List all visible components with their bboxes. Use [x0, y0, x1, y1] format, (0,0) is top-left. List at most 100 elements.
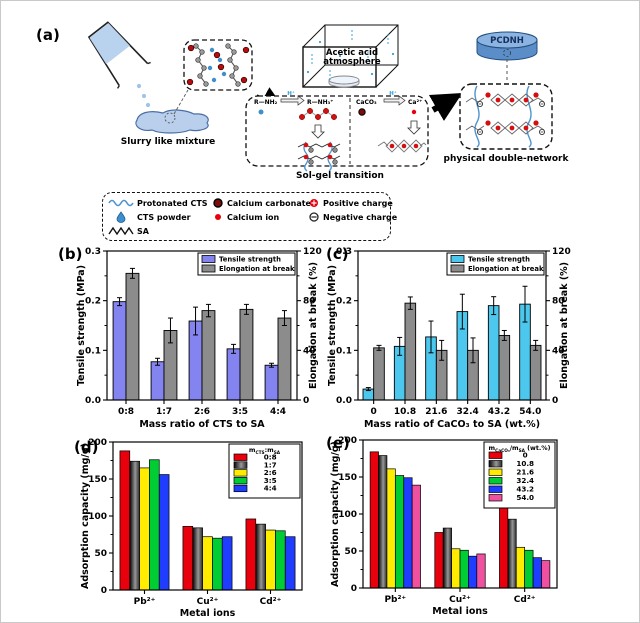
bar-1:7	[255, 523, 266, 591]
bar-Elongation at break	[125, 272, 140, 401]
cts-powder-dots	[207, 47, 227, 83]
legend-label: Calcium ion	[227, 212, 280, 222]
beaker	[87, 21, 151, 89]
y2-tick-label: 80	[303, 297, 316, 307]
cts-powder-dot	[258, 109, 264, 115]
arrow-2	[428, 92, 463, 122]
bar-21.6	[386, 468, 396, 589]
x-axis-title: Mass ratio of CaCO₃ to SA (wt.%)	[364, 419, 540, 430]
x-tick-label: 2:6	[194, 407, 210, 417]
x-tick-label: Pb²⁺	[384, 595, 406, 605]
bar-1:7	[129, 460, 140, 591]
y-tick-label: 100	[338, 510, 357, 520]
disc-label: PCDNH	[490, 36, 524, 46]
solgel-label: Sol-gel transition	[296, 171, 384, 181]
y2-tick-label: 0	[552, 396, 558, 406]
legend-title: mCaCO₃/mSA (wt.%)	[489, 445, 551, 454]
panel-d-label: (d)	[74, 438, 99, 456]
y-tick-label: 0.1	[336, 346, 352, 356]
network-label: physical double-network	[444, 154, 570, 164]
legend-swatch	[488, 451, 503, 459]
legend-label: Protonated CTS	[137, 198, 208, 208]
pour-drops	[136, 83, 151, 108]
calcium-carbonate-icon	[213, 198, 223, 208]
bar-32.4	[459, 549, 469, 589]
chart-adsorption-vs-caco3-ratio: 0 50 100 150 200 Pb²⁺ Cu²⁺ Cd²⁺ Adsorption capac…	[330, 436, 558, 617]
slurry-label: Slurry like mixture	[121, 137, 216, 147]
bar-Elongation at break	[373, 347, 385, 401]
reaction2-condition: H⁺	[389, 90, 397, 97]
egg-box	[377, 139, 427, 153]
legend-item: Positive charge	[308, 196, 393, 210]
legend-swatch	[488, 460, 503, 468]
bar-0	[499, 502, 509, 589]
bar-4:4	[221, 536, 233, 591]
bar-Tensile strength	[487, 305, 500, 401]
legend-swatch	[488, 494, 503, 502]
y2-tick-label: 120	[303, 247, 322, 257]
y2-tick-label: 0	[303, 396, 309, 406]
legend-entry: 1:7	[264, 460, 277, 469]
legend-swatch	[233, 461, 248, 469]
y-axis-title: Adsorption capacity (mg/g)	[330, 441, 341, 587]
reaction1-reactant: R—NH₂	[254, 99, 278, 106]
y-tick-label: 0.1	[85, 346, 101, 356]
reaction1-condition: H⁺	[287, 90, 295, 97]
bar-Tensile strength	[264, 364, 279, 401]
bar-10.8	[378, 455, 388, 589]
legend-swatch	[233, 469, 248, 477]
chart-legend-box	[197, 252, 296, 276]
down-arrow-1	[311, 124, 325, 139]
x-tick-label: Cd²⁺	[260, 597, 282, 607]
ca-ion	[411, 109, 417, 115]
legend-swatch	[201, 255, 216, 263]
x-tick-label: Cd²⁺	[514, 595, 536, 605]
bar-0	[369, 451, 379, 589]
calcium-carbonate-dots	[186, 44, 250, 86]
x-tick-label: 21.6	[425, 407, 447, 417]
y-tick-label: 0.0	[336, 396, 352, 406]
y-tick-label: 200	[88, 438, 107, 448]
panel-b-label: (b)	[58, 245, 83, 263]
legend-swatch	[233, 484, 248, 493]
y2-tick-label: 40	[303, 346, 316, 356]
x-axis-title: Metal ions	[180, 608, 236, 619]
legend-label: Positive charge	[323, 198, 393, 208]
legend-swatch	[488, 468, 503, 476]
legend-entry: 10.8	[516, 459, 534, 468]
chart-tensile-vs-caco3-ratio: 0.0 0.1 0.2 0.3 0 40 80 120 0 10.8 21.6 32.4 43.2 54.…	[327, 247, 571, 430]
legend-entry: Elongation at break	[468, 265, 544, 273]
x-tick-label: 54.0	[519, 407, 541, 417]
x-tick-label: 4:4	[270, 407, 286, 417]
chart-legend-box	[446, 252, 545, 276]
x-tick-label: 3:5	[232, 407, 248, 417]
y2-tick-label: 40	[552, 346, 565, 356]
legend-label: CTS powder	[137, 212, 191, 222]
y-tick-label: 50	[344, 547, 357, 557]
reaction2-arrow	[383, 95, 406, 106]
legend-label: SA	[137, 226, 149, 236]
legend-swatch	[233, 477, 248, 485]
cts-network	[297, 141, 341, 172]
legend-item: Negative charge	[308, 210, 397, 224]
chamber-label-2: atmosphere	[323, 57, 381, 67]
legend-entry: Elongation at break	[219, 265, 295, 273]
y-tick-label: 0.3	[336, 247, 352, 257]
chart-adsorption-vs-cts-ratio: 0 50 100 150 200 Pb²⁺ Cu²⁺ Cd²⁺ Adsorption capac…	[80, 438, 303, 619]
bar-54.0	[541, 560, 551, 589]
x-tick-label: 0:8	[118, 407, 134, 417]
bar-Tensile strength	[112, 301, 127, 401]
x-tick-label: 0	[371, 407, 377, 417]
legend-item: CTS powder	[108, 210, 212, 224]
y-tick-label: 0.0	[85, 396, 101, 406]
bar-1:7	[192, 527, 203, 591]
protonated-cts-wave-icon	[108, 199, 134, 207]
y-tick-label: 100	[88, 512, 107, 522]
bar-54.0	[411, 484, 421, 589]
bar-Elongation at break	[277, 317, 292, 401]
reaction1-product: R—NH₃⁺	[307, 99, 333, 106]
solgel-box: R—NH₂ H⁺ R—NH₃⁺ CaCO₃ H⁺ Ca²⁺	[245, 90, 429, 172]
x-axis-title: Metal ions	[432, 606, 488, 617]
legend-swatch	[233, 453, 248, 461]
bar-Tensile strength	[226, 348, 241, 401]
